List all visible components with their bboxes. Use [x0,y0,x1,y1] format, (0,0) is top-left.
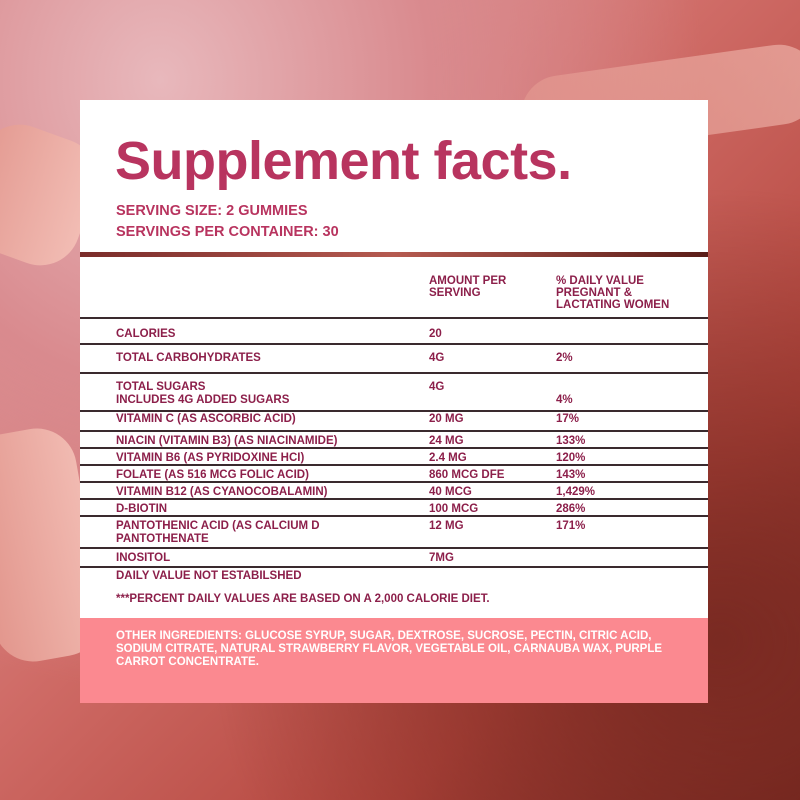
amount-per-serving: 4G [429,381,445,393]
table-row: INOSITOL 7MG [80,549,708,568]
daily-value: 286% [556,503,586,515]
table-row: D-BIOTIN 100 MCG 286% [80,500,708,517]
nutrient-name: TOTAL CARBOHYDRATES [116,352,261,364]
daily-value: 133% [556,435,586,447]
other-ingredients: OTHER INGREDIENTS: GLUCOSE SYRUP, SUGAR,… [80,618,708,703]
amount-per-serving: 20 MG [429,413,464,425]
nutrient-name: PANTOTHENIC ACID (AS CALCIUM D PANTOTHEN… [116,520,320,545]
facts-table: AMOUNT PER SERVING % DAILY VALUE PREGNAN… [80,257,708,618]
nutrient-name: FOLATE (AS 516 MCG FOLIC ACID) [116,469,309,481]
table-row: VITAMIN B6 (AS PYRIDOXINE HCI) 2.4 MG 120% [80,449,708,466]
nutrient-name: TOTAL SUGARS [116,381,206,393]
note-percent-daily-values: ***PERCENT DAILY VALUES ARE BASED ON A 2… [116,593,490,605]
nutrient-name: VITAMIN B12 (AS CYANOCOBALAMIN) [116,486,328,498]
table-row: VITAMIN B12 (AS CYANOCOBALAMIN) 40 MCG 1,4… [80,483,708,500]
amount-per-serving: 24 MG [429,435,464,447]
table-row: TOTAL CARBOHYDRATES 4G 2% [80,343,708,374]
amount-per-serving: 100 MCG [429,503,479,515]
nutrient-name: VITAMIN B6 (AS PYRIDOXINE HCI) [116,452,305,464]
nutrient-name: D-BIOTIN [116,503,168,515]
page-title: Supplement facts. [115,131,572,191]
table-row: CALORIES 20 [80,317,708,345]
nutrient-name: NIACIN (VITAMIN B3) (AS NIACINAMIDE) [116,435,338,447]
column-header-daily-value: % DAILY VALUE PREGNANT & LACTATING WOMEN [556,275,670,311]
panel-header: Supplement facts. SERVING SIZE: 2 GUMMIE… [80,100,708,252]
daily-value: 1,429% [556,486,596,498]
daily-value: 4% [556,394,573,406]
divider [80,252,708,257]
daily-value: 143% [556,469,586,481]
daily-value: 2% [556,352,573,364]
column-header-amount: AMOUNT PER SERVING [429,275,507,299]
amount-per-serving: 20 [429,328,442,340]
supplement-facts-panel: Supplement facts. SERVING SIZE: 2 GUMMIE… [80,100,708,703]
nutrient-name: VITAMIN C (AS ASCORBIC ACID) [116,413,296,425]
table-row: VITAMIN C (AS ASCORBIC ACID) 20 MG 17% [80,410,708,432]
servings-per-container: SERVINGS PER CONTAINER: 30 [116,224,339,240]
serving-size: SERVING SIZE: 2 GUMMIES [116,203,308,219]
table-row: FOLATE (AS 516 MCG FOLIC ACID) 860 MCG DF… [80,466,708,483]
daily-value: 120% [556,452,586,464]
amount-per-serving: 2.4 MG [429,452,467,464]
nutrient-name: INOSITOL [116,552,171,564]
amount-per-serving: 860 MCG DFE [429,469,505,481]
table-row: TOTAL SUGARS INCLUDES 4G ADDED SUGARS 4G 4% [80,372,708,412]
daily-value: 171% [556,520,586,532]
nutrient-subline: INCLUDES 4G ADDED SUGARS [116,394,290,406]
amount-per-serving: 12 MG [429,520,464,532]
table-row: NIACIN (VITAMIN B3) (AS NIACINAMIDE) 24 M… [80,432,708,449]
note-dv-not-established: DAILY VALUE NOT ESTABILSHED [116,570,302,582]
table-row: PANTOTHENIC ACID (AS CALCIUM D PANTOTHEN… [80,517,708,549]
amount-per-serving: 7MG [429,552,454,564]
amount-per-serving: 40 MCG [429,486,472,498]
daily-value: 17% [556,413,580,425]
nutrient-name: CALORIES [116,328,176,340]
amount-per-serving: 4G [429,352,445,364]
